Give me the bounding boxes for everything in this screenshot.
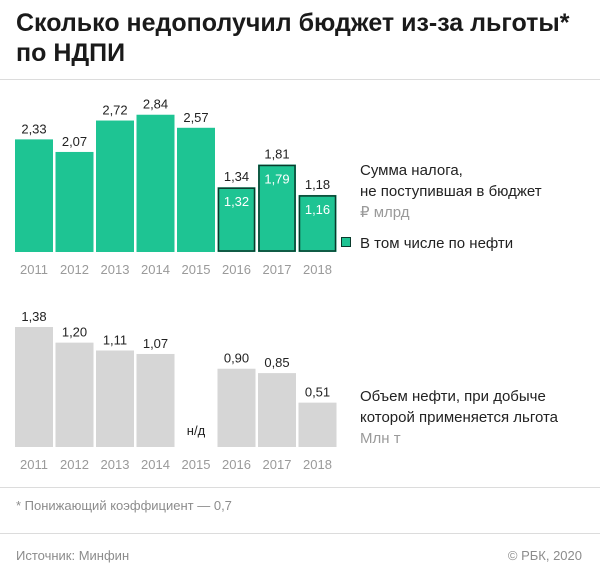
tick-top-2011: 2011 (20, 262, 48, 277)
bar-oil-2018 (298, 195, 337, 252)
bar-total-2011 (15, 139, 53, 252)
label-volume-2014: 1,07 (143, 336, 168, 351)
label-oil-2018: 1,16 (305, 202, 330, 217)
tick-bottom-2014: 2014 (141, 457, 170, 472)
tick-bottom-2015: 2015 (182, 457, 211, 472)
copyright: © РБК, 2020 (507, 548, 582, 563)
footnote: * Понижающий коэффициент — 0,7 (16, 498, 232, 513)
label-volume-2013: 1,11 (103, 332, 127, 347)
tick-top-2012: 2012 (60, 262, 89, 277)
bar-total-2014 (136, 114, 175, 252)
label-volume-2015: н/д (187, 423, 206, 438)
label-total-2016: 1,34 (224, 169, 249, 184)
chart-title: Сколько недополучил бюджет из-за льготы*… (16, 9, 570, 67)
bar-volume-2014 (136, 353, 175, 447)
bar-volume-2016 (217, 368, 256, 447)
bar-volume-2017 (258, 373, 296, 447)
tick-top-2018: 2018 (303, 262, 332, 277)
bar-volume-2011 (15, 327, 53, 447)
tick-top-2017: 2017 (263, 262, 292, 277)
label-volume-2017: 0,85 (264, 355, 289, 370)
legend-volume-line2: которой применяется льгота (360, 409, 559, 426)
label-total-2014: 2,84 (143, 97, 168, 112)
divider-bottom (0, 487, 600, 488)
label-volume-2018: 0,51 (305, 385, 330, 400)
divider-top (0, 79, 600, 80)
label-oil-2017: 1,79 (264, 171, 289, 186)
legend-volume-unit: Млн т (360, 430, 401, 447)
label-total-2017: 1,81 (264, 147, 289, 162)
label-total-2013: 2,72 (102, 103, 127, 118)
tick-bottom-2011: 2011 (20, 457, 48, 472)
tick-bottom-2017: 2017 (263, 457, 292, 472)
tick-top-2015: 2015 (182, 262, 211, 277)
legend-oil-label: В том числе по нефти (360, 235, 514, 252)
bar-volume-2013 (96, 350, 134, 447)
legend-volume-line1: Объем нефти, при добыче (360, 388, 546, 405)
label-volume-2011: 1,38 (21, 309, 46, 324)
source-note: Источник: Минфин (16, 548, 130, 563)
label-total-2012: 2,07 (62, 134, 87, 149)
bar-volume-2012 (55, 342, 94, 447)
label-total-2015: 2,57 (183, 110, 208, 125)
bar-oil-2016 (217, 187, 256, 252)
tick-bottom-2013: 2013 (101, 457, 130, 472)
legend-total-line1: Сумма налога, (360, 162, 463, 179)
label-volume-2016: 0,90 (224, 351, 249, 366)
tick-top-2016: 2016 (222, 262, 251, 277)
label-total-2011: 2,33 (21, 121, 46, 136)
label-total-2018: 1,18 (305, 177, 330, 192)
tick-bottom-2016: 2016 (222, 457, 251, 472)
legend-total-unit: ₽ млрд (360, 204, 410, 221)
tick-bottom-2012: 2012 (60, 457, 89, 472)
bar-total-2015 (177, 127, 215, 252)
legend-volume: Объем нефти, при добыче которой применяе… (360, 386, 558, 449)
legend-total: Сумма налога, не поступившая в бюджет ₽ … (360, 160, 542, 223)
bar-total-2012 (55, 151, 94, 252)
legend-oil-swatch (341, 237, 351, 247)
tick-top-2014: 2014 (141, 262, 170, 277)
tick-bottom-2018: 2018 (303, 457, 332, 472)
bar-oil-2017 (258, 164, 296, 252)
tick-top-2013: 2013 (101, 262, 130, 277)
legend-total-line2: не поступившая в бюджет (360, 183, 542, 200)
divider-footer (0, 533, 600, 534)
bar-total-2013 (96, 120, 134, 253)
bar-volume-2018 (298, 402, 337, 447)
label-volume-2012: 1,20 (62, 325, 87, 340)
chart-area: 2,33 2011 2,07 2012 2,72 2013 2,84 2014 2,57 2015… (15, 97, 337, 472)
label-oil-2016: 1,32 (224, 194, 249, 209)
